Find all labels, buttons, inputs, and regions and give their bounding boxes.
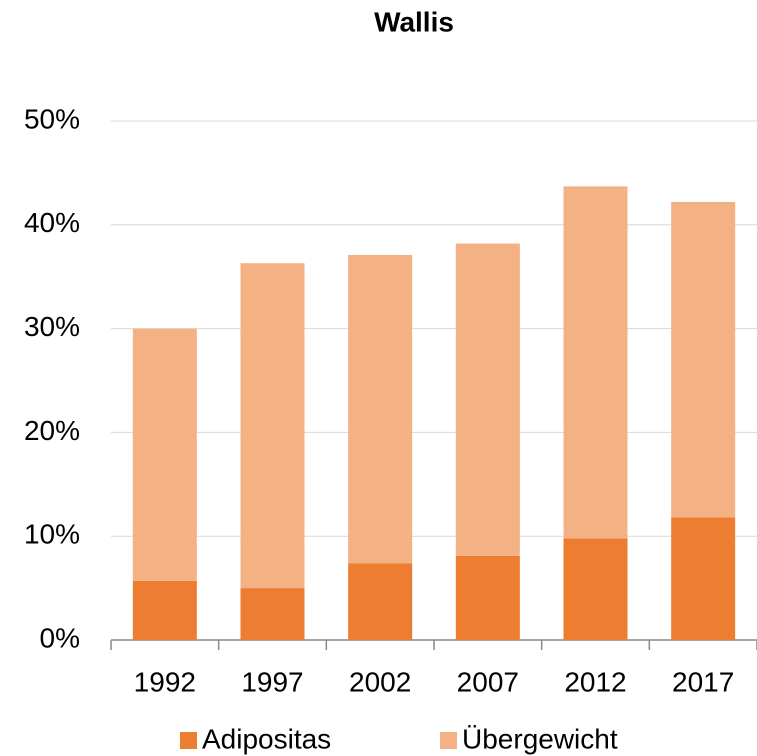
legend-swatch: [180, 732, 197, 749]
bar-segment: [132, 328, 197, 581]
y-tick-label: 30%: [24, 311, 80, 342]
x-tick-label: 1997: [241, 666, 303, 697]
bar-segment: [563, 186, 628, 539]
y-tick-label: 50%: [24, 103, 80, 134]
y-tick-label: 40%: [24, 207, 80, 238]
bar-segment: [563, 538, 628, 640]
y-tick-label: 20%: [24, 415, 80, 446]
legend-label: Adipositas: [202, 723, 331, 754]
chart-title: Wallis: [374, 6, 454, 37]
y-tick-label: 0%: [40, 622, 80, 653]
bar-segment: [671, 517, 736, 640]
y-tick-label: 10%: [24, 519, 80, 550]
legend-swatch: [440, 732, 457, 749]
x-tick-label: 1992: [134, 666, 196, 697]
bar-segment: [348, 254, 413, 564]
bar-segment: [671, 201, 736, 518]
bar-segment: [240, 263, 305, 589]
bar-segment: [240, 588, 305, 640]
x-tick-label: 2007: [457, 666, 519, 697]
bar-segment: [348, 563, 413, 640]
x-tick-label: 2002: [349, 666, 411, 697]
bar-segment: [455, 555, 520, 640]
x-tick-label: 2012: [564, 666, 626, 697]
legend-label: Übergewicht: [462, 723, 618, 754]
bar-segment: [455, 243, 520, 556]
bar-segment: [132, 580, 197, 640]
x-tick-label: 2017: [672, 666, 734, 697]
